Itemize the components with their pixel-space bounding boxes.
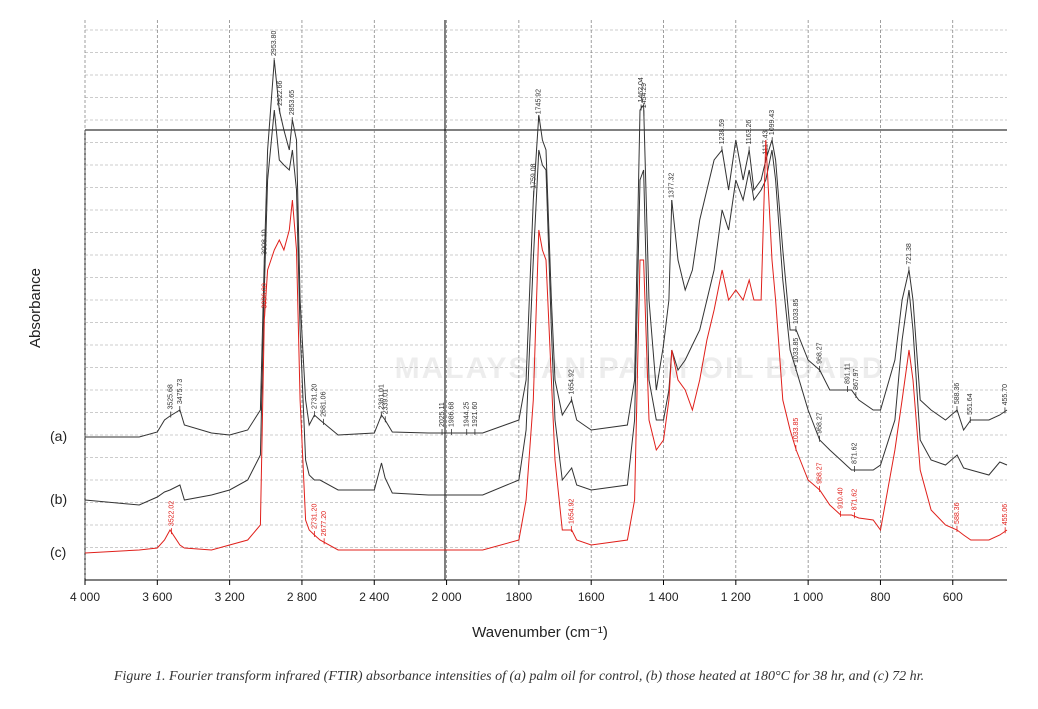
peak-label: 1238.59 [719,119,726,144]
caption: Figure 1. Fourier transform infrared (FT… [113,669,924,684]
peak-label: 968.27 [817,342,824,364]
peak-label: 721.38 [906,243,913,265]
peak-label: 2681.06 [320,391,327,416]
peak-label: 3522.02 [168,501,175,526]
peak-label: 2922.66 [277,80,284,105]
series-label: (c) [50,544,66,560]
x-tick-label: 800 [870,590,890,604]
peak-label: 455.70 [1002,384,1009,406]
spectrum-line [84,109,1008,506]
peak-label: 968.27 [817,412,824,434]
peak-label: 3475.73 [177,379,184,404]
peak-label: 1033.85 [793,299,800,324]
peak-label: 871.62 [852,442,859,464]
peak-label: 910.40 [838,487,845,509]
watermark: MALAYSIAN PALM OIL BOARD [395,352,886,385]
spectrum-line [85,59,1008,438]
x-tick-label: 600 [943,590,963,604]
x-tick-label: 1 200 [721,590,751,604]
peak-label: 2853.65 [289,90,296,115]
peak-label: 1654.92 [568,499,575,524]
x-tick-label: 1 400 [648,590,678,604]
peak-label: 1454.29 [641,83,648,108]
peak-label: 3525.68 [168,384,175,409]
peak-label: 1462.04 [638,77,645,102]
peak-label: 2731.20 [311,384,318,409]
x-tick-label: 2 400 [359,590,389,604]
y-axis-label: Absorbance [27,268,44,348]
peak-label: 3006.00 [262,283,269,308]
peak-label: 1986.68 [448,402,455,427]
peak-label: 1944.25 [464,402,471,427]
x-tick-label: 1600 [578,590,605,604]
peak-label: 1377.32 [669,173,676,198]
peak-label: 2677.20 [321,511,328,536]
x-tick-label: 4 000 [70,590,100,604]
peak-label: 588.36 [954,383,961,405]
peak-label: 551.64 [967,393,974,415]
peak-label: 1759.08 [531,163,538,188]
spectrum-line [84,139,1008,554]
peak-label: 1033.85 [793,338,800,363]
x-tick-label: 3 200 [215,590,245,604]
x-tick-label: 3 600 [142,590,172,604]
peak-label: 867.97 [853,368,860,390]
peak-label: 1033.85 [793,418,800,443]
peak-label: 1163.26 [746,120,753,145]
series-label: (a) [50,428,67,444]
x-axis-label: Wavenumber (cm⁻¹) [472,624,608,641]
x-tick-label: 2 000 [432,590,462,604]
x-tick-label: 2 800 [287,590,317,604]
peak-label: 1921.60 [472,402,479,427]
peak-label: 2025.11 [439,402,446,427]
x-tick-label: 1 000 [793,590,823,604]
peak-label: 2731.20 [311,504,318,529]
x-tick-label: 1800 [506,590,533,604]
peak-label: 1099.43 [769,110,776,135]
peak-label: 2339.01 [382,389,389,414]
peak-label: 1654.92 [568,369,575,394]
peak-label: 2361.01 [378,384,385,409]
peak-label: 891.11 [845,363,852,384]
peak-label: 3008.10 [261,229,268,254]
peak-label: 1745.92 [535,89,542,114]
peak-label: 2953.80 [271,31,278,56]
peak-label: 968.27 [817,462,824,484]
peak-label: 455.06 [1002,504,1009,526]
peak-label: 871.62 [852,489,859,511]
series-label: (b) [50,491,67,507]
peak-label: 588.36 [954,502,961,524]
